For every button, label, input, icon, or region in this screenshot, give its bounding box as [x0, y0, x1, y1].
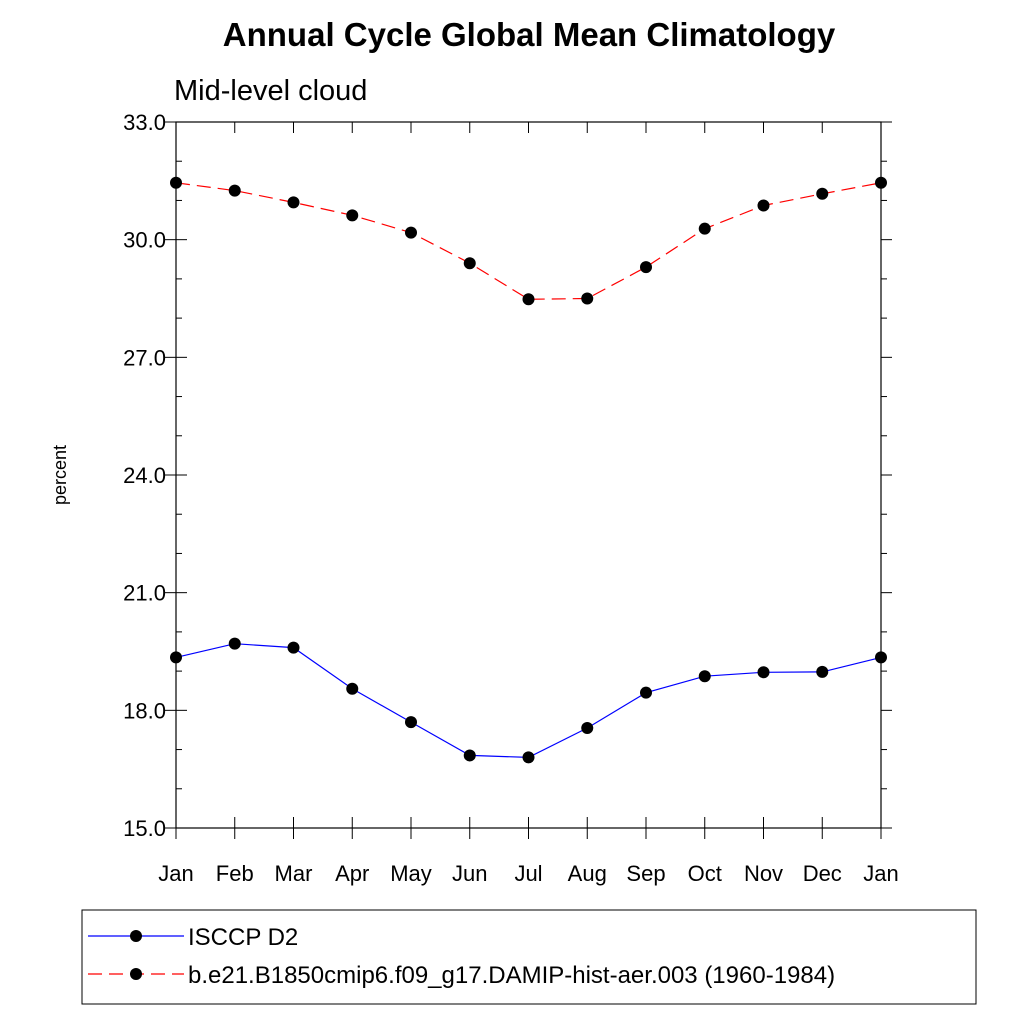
- y-tick-label: 24.0: [123, 463, 166, 488]
- legend-label: b.e21.B1850cmip6.f09_g17.DAMIP-hist-aer.…: [188, 962, 835, 989]
- data-point: [287, 641, 300, 654]
- data-point: [698, 670, 711, 683]
- data-point: [346, 209, 359, 222]
- data-point: [463, 749, 476, 762]
- y-tick-label: 15.0: [123, 816, 166, 841]
- data-point: [405, 716, 417, 729]
- data-point: [287, 196, 300, 209]
- x-tick-label: Mar: [275, 861, 313, 886]
- x-tick-label: Jan: [863, 861, 898, 886]
- x-tick-label: May: [390, 861, 432, 886]
- legend-label: ISCCP D2: [188, 924, 298, 951]
- y-tick-label: 33.0: [123, 110, 166, 135]
- series-layer: [170, 176, 887, 764]
- plot-frame: [175, 121, 882, 829]
- series-2: [170, 176, 887, 306]
- y-tick-label: 30.0: [123, 228, 166, 253]
- data-point: [228, 637, 241, 650]
- axis-ticks: 15.0 18.0 21.0 24.0 27.0 30.0 33.0 Jan Feb Mar Apr…: [123, 110, 899, 886]
- x-tick-label: Nov: [744, 861, 783, 886]
- data-point: [405, 226, 417, 239]
- data-point: [581, 721, 594, 734]
- data-point: [170, 651, 182, 664]
- x-tick-label: Apr: [335, 861, 369, 886]
- plot-area: 15.0 18.0 21.0 24.0 27.0 30.0 33.0 Jan Feb Mar Apr…: [123, 110, 899, 886]
- data-point: [816, 187, 829, 200]
- x-tick-label: Jun: [452, 861, 487, 886]
- legend-frame: [81, 909, 977, 1005]
- y-tick-label: 21.0: [123, 581, 166, 606]
- data-point: [875, 651, 887, 664]
- y-tick-label: 18.0: [123, 698, 166, 723]
- y-tick-label: 27.0: [123, 345, 166, 370]
- data-point: [757, 199, 770, 212]
- data-point: [228, 184, 241, 197]
- y-axis-label: percent: [50, 445, 70, 505]
- x-tick-label: Jan: [158, 861, 193, 886]
- x-tick-label: Aug: [568, 861, 607, 886]
- x-tick-label: Dec: [803, 861, 842, 886]
- x-tick-label: Jul: [514, 861, 542, 886]
- legend-items: ISCCP D2 b.e21.B1850cmip6.f09_g17.DAMIP-h…: [88, 924, 835, 989]
- data-point: [522, 751, 535, 764]
- legend-marker: [130, 930, 142, 942]
- data-point: [640, 686, 652, 699]
- x-tick-label: Sep: [626, 861, 665, 886]
- series-1: [170, 637, 887, 764]
- x-tick-label: Feb: [216, 861, 254, 886]
- data-point: [463, 257, 476, 270]
- chart-title: Annual Cycle Global Mean Climatology: [223, 16, 836, 53]
- data-point: [581, 292, 594, 305]
- data-point: [698, 222, 711, 235]
- data-point: [875, 176, 887, 189]
- series-line: [175, 182, 882, 300]
- legend-marker: [130, 968, 142, 980]
- data-point: [640, 261, 652, 274]
- data-point: [522, 293, 535, 306]
- data-point: [757, 666, 770, 679]
- data-point: [816, 665, 829, 678]
- data-point: [346, 682, 359, 695]
- data-point: [170, 176, 182, 189]
- chart-subtitle: Mid-level cloud: [174, 75, 367, 107]
- series-line: [175, 643, 882, 759]
- legend: ISCCP D2 b.e21.B1850cmip6.f09_g17.DAMIP-h…: [81, 909, 977, 1005]
- x-tick-label: Oct: [688, 861, 722, 886]
